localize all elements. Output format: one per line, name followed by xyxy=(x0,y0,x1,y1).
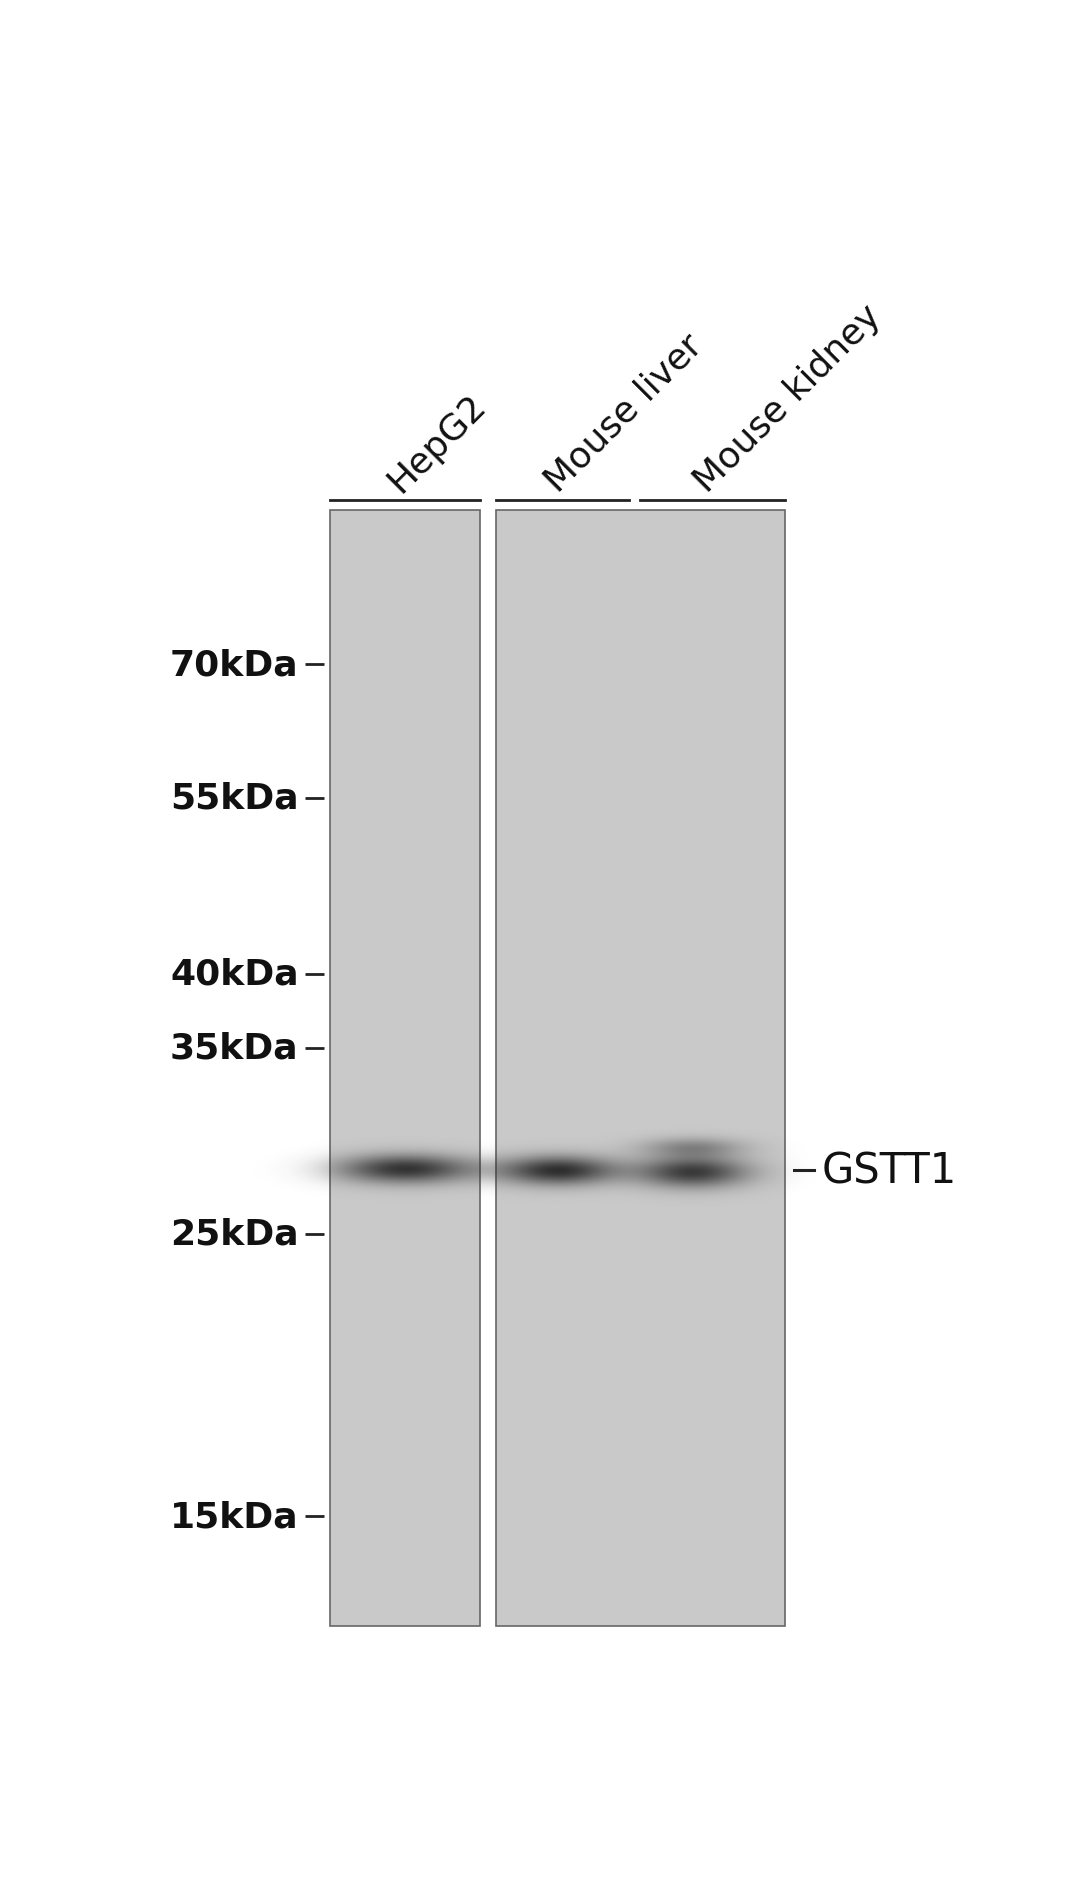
Text: 70kDa: 70kDa xyxy=(170,649,299,682)
Text: Mouse kidney: Mouse kidney xyxy=(688,299,888,498)
Text: 15kDa: 15kDa xyxy=(170,1500,299,1534)
Text: 25kDa: 25kDa xyxy=(170,1216,299,1250)
Bar xyxy=(496,509,784,1626)
Text: 40kDa: 40kDa xyxy=(170,957,299,991)
Text: GSTT1: GSTT1 xyxy=(822,1151,957,1192)
Text: 35kDa: 35kDa xyxy=(170,1030,299,1064)
Bar xyxy=(330,509,481,1626)
Text: Mouse liver: Mouse liver xyxy=(538,329,708,498)
Text: 55kDa: 55kDa xyxy=(170,780,299,816)
Text: HepG2: HepG2 xyxy=(381,387,492,498)
